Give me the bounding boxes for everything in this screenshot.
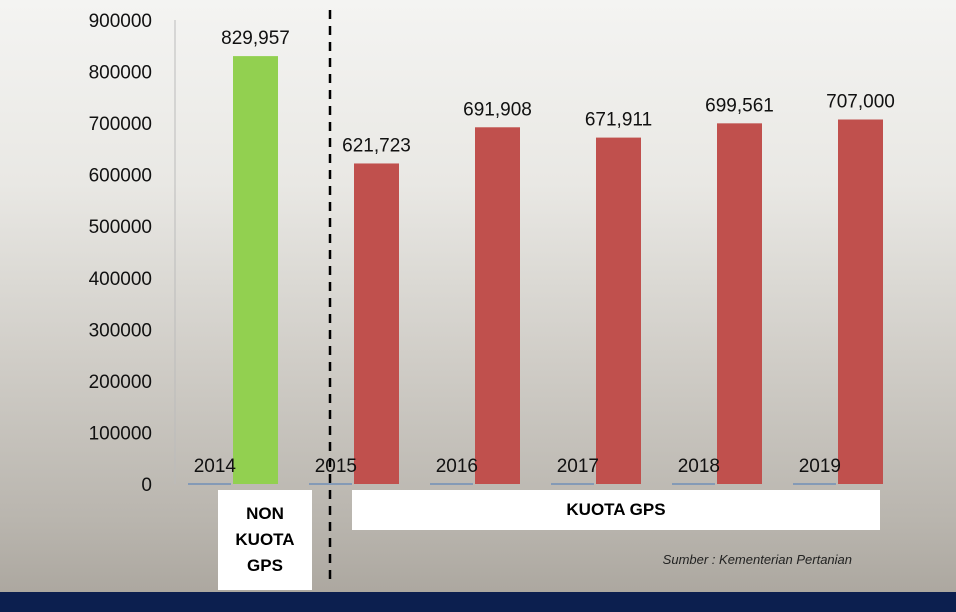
bar xyxy=(838,120,883,484)
bar xyxy=(596,138,641,484)
value-label: 829,957 xyxy=(221,28,290,49)
y-tick-label: 600000 xyxy=(89,166,152,187)
source: Sumber : Kementerian Pertanian xyxy=(663,552,852,567)
bar xyxy=(233,56,278,484)
value-label: 691,908 xyxy=(463,99,532,120)
x-tick-label: 2019 xyxy=(799,456,841,477)
y-tick-label: 100000 xyxy=(89,423,152,444)
x-tick-label: 2017 xyxy=(557,456,599,477)
y-tick-label: 300000 xyxy=(89,320,152,341)
y-tick-label: 700000 xyxy=(89,114,152,135)
value-label: 671,911 xyxy=(585,110,652,131)
footer-band xyxy=(0,592,956,612)
y-tick-label: 900000 xyxy=(89,11,152,32)
x-tick-label: 2015 xyxy=(315,456,357,477)
bar xyxy=(354,163,399,484)
x-tick-label: 2014 xyxy=(194,456,237,477)
bar xyxy=(717,123,762,484)
group-label: KUOTA GPS xyxy=(352,490,880,530)
bar xyxy=(475,127,520,484)
y-tick-label: 800000 xyxy=(89,63,152,84)
y-tick-label: 0 xyxy=(141,475,152,496)
y-tick-label: 200000 xyxy=(89,372,152,393)
page: 0 100000 200000 300000 400000 500000 600000 700… xyxy=(0,0,956,612)
group-label: NON KUOTA GPS xyxy=(218,490,312,590)
value-label: 699,561 xyxy=(705,95,774,116)
x-tick-label: 2016 xyxy=(436,456,478,477)
y-tick-label: 500000 xyxy=(89,217,152,238)
value-label: 621,723 xyxy=(342,135,411,156)
y-tick-label: 400000 xyxy=(89,269,152,290)
value-label: 707,000 xyxy=(826,92,895,113)
x-tick-label: 2018 xyxy=(678,456,720,477)
